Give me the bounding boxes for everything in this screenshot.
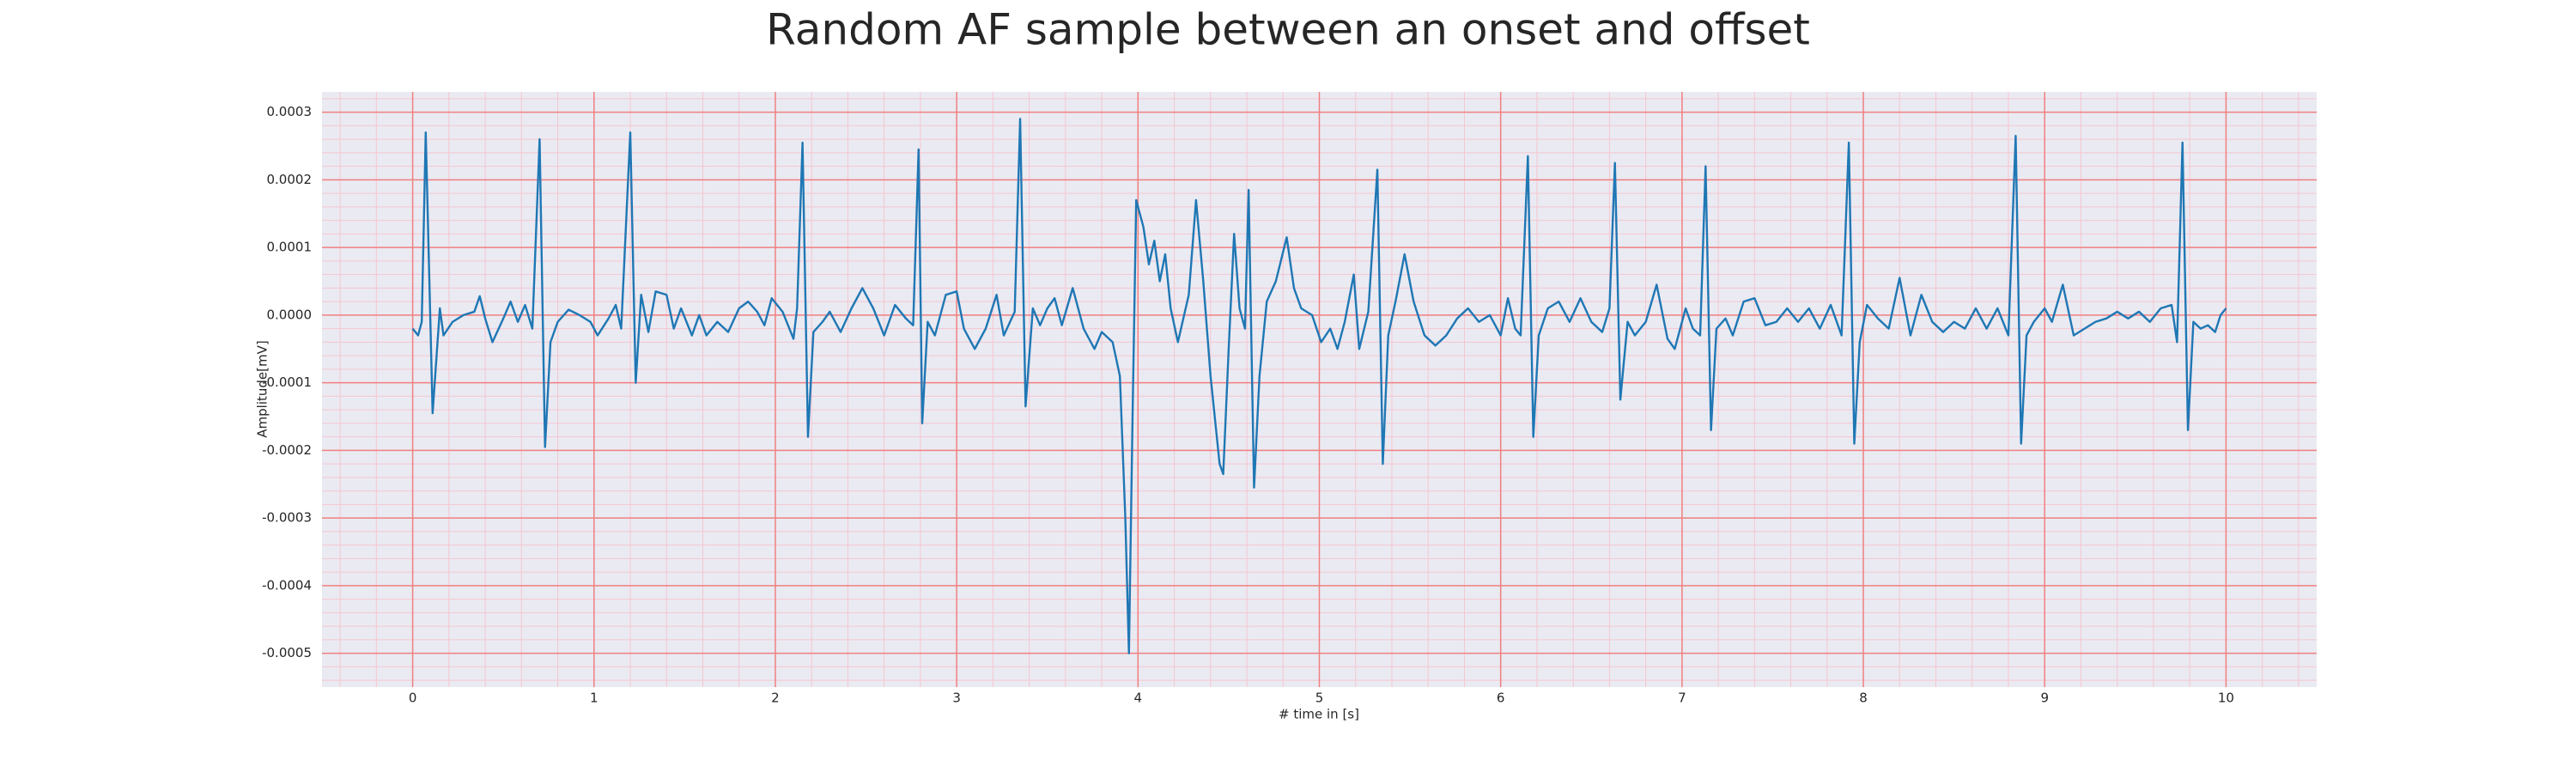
x-tick-label: 0 — [409, 691, 417, 706]
x-tick-label: 4 — [1134, 691, 1143, 706]
y-tick-label: -0.0002 — [262, 442, 312, 458]
y-tick-label: -0.0005 — [262, 645, 312, 660]
x-axis-label: # time in [s] — [1279, 707, 1359, 722]
x-tick-label: 5 — [1315, 691, 1324, 706]
chart-title: Random AF sample between an onset and of… — [766, 5, 1810, 55]
y-tick-label: -0.0001 — [262, 374, 312, 390]
y-tick-label: -0.0004 — [262, 577, 312, 593]
x-tick-label: 1 — [590, 691, 598, 706]
y-tick-label: 0.0002 — [267, 172, 313, 187]
y-tick-label: 0.0000 — [267, 307, 313, 322]
x-tick-label: 7 — [1678, 691, 1686, 706]
y-axis-label: Amplitude[mV] — [255, 340, 270, 437]
x-tick-label: 8 — [1859, 691, 1868, 706]
signal-line — [411, 118, 2227, 654]
x-tick-label: 3 — [952, 691, 961, 706]
y-tick-label: 0.0001 — [267, 240, 313, 255]
x-tick-label: 9 — [2040, 691, 2049, 706]
x-tick-label: 2 — [771, 691, 780, 706]
y-tick-label: 0.0003 — [267, 104, 313, 119]
x-tick-label: 10 — [2218, 691, 2234, 706]
y-tick-label: -0.0003 — [262, 510, 312, 526]
x-tick-label: 6 — [1497, 691, 1505, 706]
